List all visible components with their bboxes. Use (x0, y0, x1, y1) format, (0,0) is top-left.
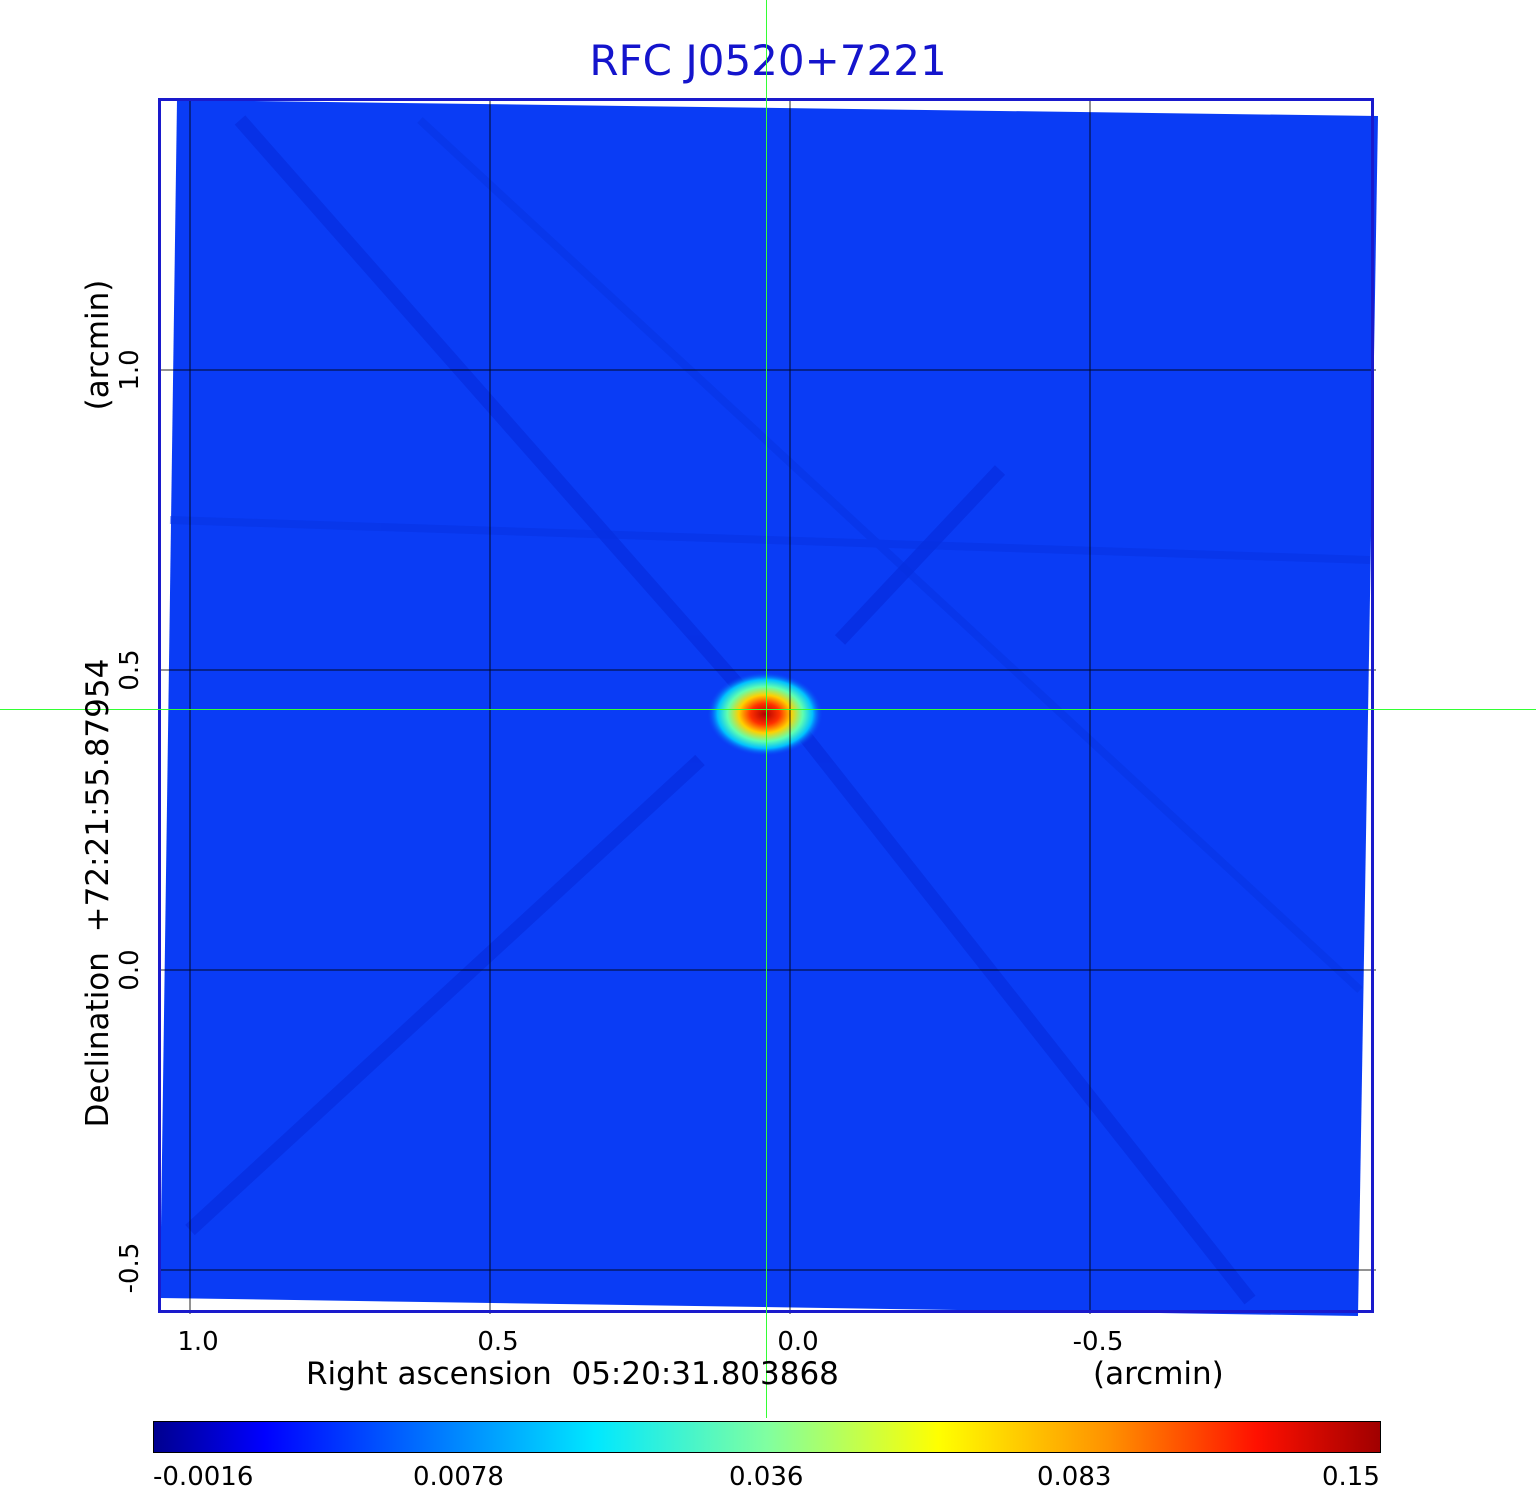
x-axis-unit: (arcmin) (1093, 1356, 1224, 1392)
x-tick-label: 0.0 (777, 1327, 819, 1357)
colorbar-label: 0.083 (1037, 1462, 1112, 1492)
y-tick-label: 1.0 (115, 349, 145, 391)
x-tick-label: -0.5 (1072, 1327, 1124, 1357)
colorbar-label: 0.0078 (413, 1462, 504, 1492)
y-axis-unit: (arcmin) (80, 279, 116, 411)
coordinate-grid (160, 100, 1376, 1314)
source-blob (707, 672, 823, 756)
colorbar-label: -0.0016 (153, 1462, 254, 1492)
image-title: RFC J0520+7221 (589, 36, 947, 85)
colorbar (153, 1421, 1381, 1453)
colorbar-label: 0.15 (1322, 1462, 1380, 1492)
y-tick-label: -0.5 (115, 1242, 145, 1294)
y-tick-label: 0.5 (115, 649, 145, 691)
y-axis-label: Declination +72:21:55.87954 (80, 658, 116, 1128)
sidelobe-streaks (185, 115, 1256, 1305)
x-tick-label: 1.0 (177, 1327, 219, 1357)
colorbar-label: 0.036 (729, 1462, 804, 1492)
x-tick-label: 0.5 (477, 1327, 519, 1357)
y-tick-label: 0.0 (115, 949, 145, 991)
crosshair-horizontal (0, 709, 1536, 710)
x-axis-label: Right ascension 05:20:31.803868 (306, 1356, 839, 1392)
